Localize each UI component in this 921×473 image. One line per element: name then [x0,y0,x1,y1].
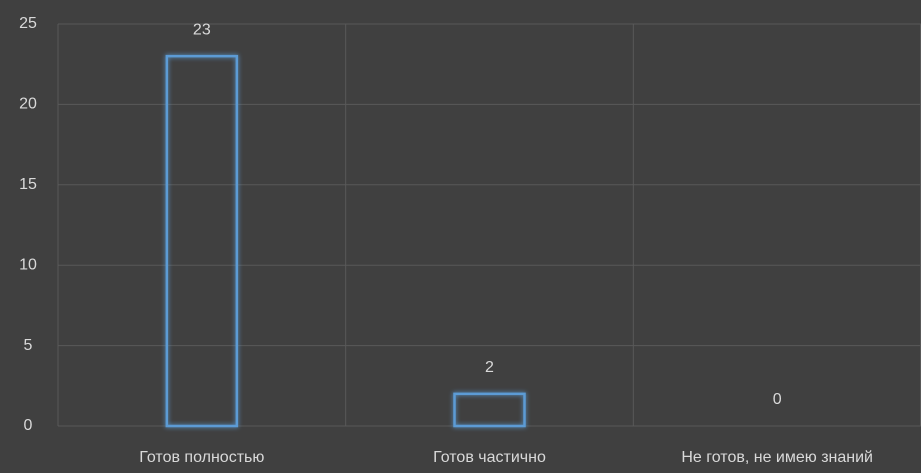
y-tick-label: 0 [24,417,33,434]
y-tick-label: 25 [19,15,37,32]
y-tick-label: 10 [19,256,37,273]
y-tick-label: 5 [24,337,33,354]
y-tick-label: 20 [19,96,37,113]
data-label: 0 [773,391,782,408]
data-label: 2 [485,359,494,376]
bar [165,54,239,428]
x-tick-label: Готов полностью [139,449,264,466]
data-label: 23 [193,21,211,38]
x-tick-label: Не готов, не имею знаний [681,449,873,466]
x-tick-label: Готов частично [433,449,546,466]
y-tick-label: 15 [19,176,37,193]
bar [453,392,526,428]
